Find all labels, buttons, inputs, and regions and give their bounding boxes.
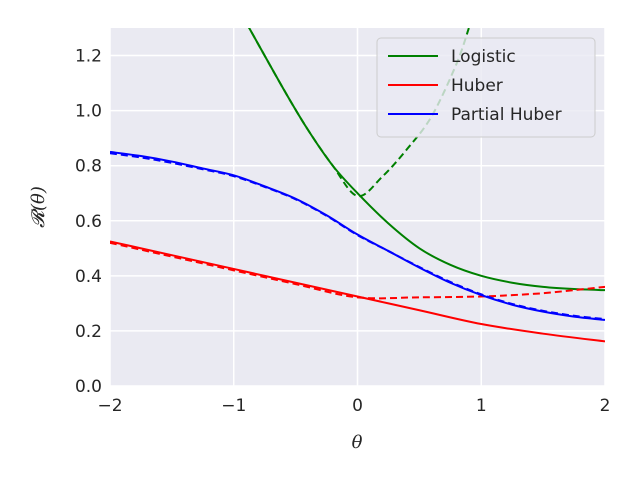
x-tick-label: 1 [476, 396, 487, 416]
y-tick-label: 0.2 [75, 322, 102, 342]
legend-entry-label: Huber [451, 76, 503, 96]
y-tick-label: 0.0 [75, 377, 102, 397]
x-tick-label: −2 [97, 396, 122, 416]
series-line-5 [110, 152, 605, 321]
x-tick-labels: −2 −1 0 1 2 [97, 396, 610, 416]
y-tick-label: 1.0 [75, 102, 102, 122]
y-axis-label: 𝓡(θ) [28, 186, 49, 228]
x-tick-label: −1 [221, 396, 246, 416]
y-tick-label: 0.4 [75, 267, 102, 287]
y-tick-label: 0.8 [75, 157, 102, 177]
legend: Logistic Huber Partial Huber [376, 37, 596, 138]
x-tick-label: 0 [352, 396, 363, 416]
y-tick-label: 1.2 [75, 47, 102, 67]
legend-entry-label: Logistic [451, 47, 516, 67]
legend-entry-label: Partial Huber [451, 105, 562, 125]
legend-box [376, 37, 596, 138]
x-tick-label: 2 [600, 396, 611, 416]
y-tick-label: 0.6 [75, 212, 102, 232]
x-axis-label: θ [352, 432, 363, 453]
y-tick-labels: 0.0 0.2 0.4 0.6 0.8 1.0 1.2 [75, 47, 102, 397]
